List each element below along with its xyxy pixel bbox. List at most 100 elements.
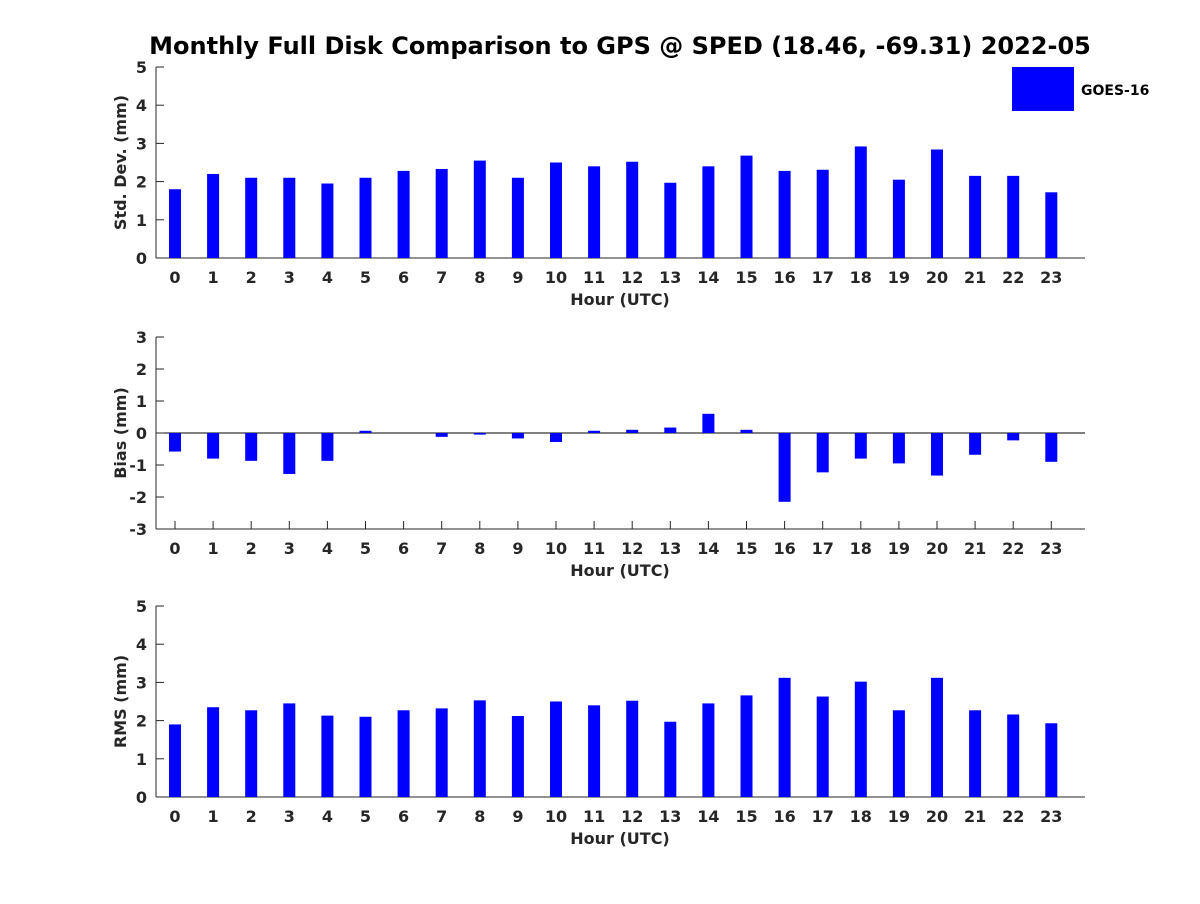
bias-bar [778,433,791,502]
std-dev-bar [740,155,753,258]
rms-bar [969,710,982,797]
bias-bar [816,433,829,473]
std-dev-x-tick-label: 22 [1002,268,1024,287]
bias-bar [892,433,905,464]
std-dev-y-tick-label: 2 [136,173,147,192]
bias-x-tick-label: 20 [926,539,948,558]
bias-x-tick-label: 19 [888,539,910,558]
bias-x-tick-label: 4 [322,539,333,558]
std-dev-bar [778,170,791,258]
std-dev-bar [588,166,601,258]
bias-x-tick-label: 11 [583,539,605,558]
bias-bar [169,433,181,452]
std-dev-x-tick-label: 13 [659,268,681,287]
std-dev-x-tick-label: 4 [322,268,333,287]
bias-bar [1045,433,1058,462]
std-dev-y-tick-label: 3 [136,134,147,153]
bias-x-tick-label: 14 [697,539,719,558]
rms-x-tick-label: 6 [398,807,409,826]
std-dev-x-tick-label: 20 [926,268,948,287]
rms-x-tick-label: 2 [246,807,257,826]
std-dev-bar [1007,175,1020,258]
bias-bar [435,433,448,437]
rms-y-tick-label: 3 [136,673,147,692]
rms-bar [816,696,829,797]
std-dev-x-tick-label: 16 [773,268,795,287]
rms-bar [626,700,639,797]
rms-bar [397,710,410,797]
std-dev-y-tick-label: 4 [136,96,147,115]
rms-bar [740,695,753,797]
bias-x-tick-label: 21 [964,539,986,558]
std-dev-bar [283,177,296,258]
rms-y-axis-label: RMS (mm) [111,655,130,748]
bias-bar [359,430,372,433]
bias-bar [931,433,943,476]
legend-swatch [1012,67,1074,111]
bias-bar [1007,433,1020,441]
std-dev-y-tick-label: 0 [136,249,147,268]
rms-y-tick-label: 1 [136,750,147,769]
std-dev-bar [169,189,181,258]
rms-x-tick-label: 4 [322,807,333,826]
rms-bar [778,677,791,797]
std-dev-x-tick-label: 1 [208,268,219,287]
rms-x-tick-label: 0 [169,807,180,826]
std-dev-x-tick-label: 17 [812,268,834,287]
rms-x-tick-label: 18 [850,807,872,826]
bias-bar [969,433,982,455]
std-dev-bar [931,149,943,258]
std-dev-bar [397,170,410,258]
bias-bar [740,429,753,433]
rms-y-tick-label: 4 [136,635,147,654]
bias-x-axis-label: Hour (UTC) [570,561,670,580]
rms-bar [283,703,296,797]
bias-bar [207,433,220,459]
rms-x-tick-label: 15 [735,807,757,826]
std-dev-y-tick-label: 5 [136,58,147,77]
std-dev-bar [664,182,677,258]
std-dev-bar [892,179,905,258]
rms-bar [511,716,524,797]
bias-y-tick-label: -2 [129,488,147,507]
std-dev-bar [435,168,448,258]
rms-x-tick-label: 8 [474,807,485,826]
bias-x-tick-label: 22 [1002,539,1024,558]
rms-x-axis-label: Hour (UTC) [570,829,670,848]
rms-x-tick-label: 5 [360,807,371,826]
rms-bar [892,710,905,797]
std-dev-x-tick-label: 8 [474,268,485,287]
rms-bar [931,677,943,797]
rms-bar [169,724,181,797]
std-dev-x-tick-label: 6 [398,268,409,287]
rms-x-tick-label: 10 [545,807,567,826]
std-dev-x-tick-label: 11 [583,268,605,287]
std-dev-x-tick-label: 21 [964,268,986,287]
bias-x-tick-label: 0 [169,539,180,558]
std-dev-bar [816,169,829,258]
bias-x-tick-label: 8 [474,539,485,558]
rms-bar [854,681,867,797]
bias-x-tick-label: 6 [398,539,409,558]
bias-x-tick-label: 2 [246,539,257,558]
std-dev-x-tick-label: 18 [850,268,872,287]
bias-bar [626,429,639,433]
bias-x-tick-label: 17 [812,539,834,558]
bias-bar [511,433,524,439]
std-dev-bar [969,175,982,258]
rms-bar [588,705,601,797]
bias-x-tick-label: 9 [512,539,523,558]
std-dev-x-tick-label: 19 [888,268,910,287]
std-dev-x-tick-label: 2 [246,268,257,287]
std-dev-bar [854,146,867,258]
bias-y-tick-label: 2 [136,360,147,379]
std-dev-bar [1045,192,1058,258]
bias-x-tick-label: 3 [284,539,295,558]
bias-y-tick-label: -1 [129,456,147,475]
bias-x-tick-label: 10 [545,539,567,558]
std-dev-y-axis-label: Std. Dev. (mm) [111,95,130,230]
